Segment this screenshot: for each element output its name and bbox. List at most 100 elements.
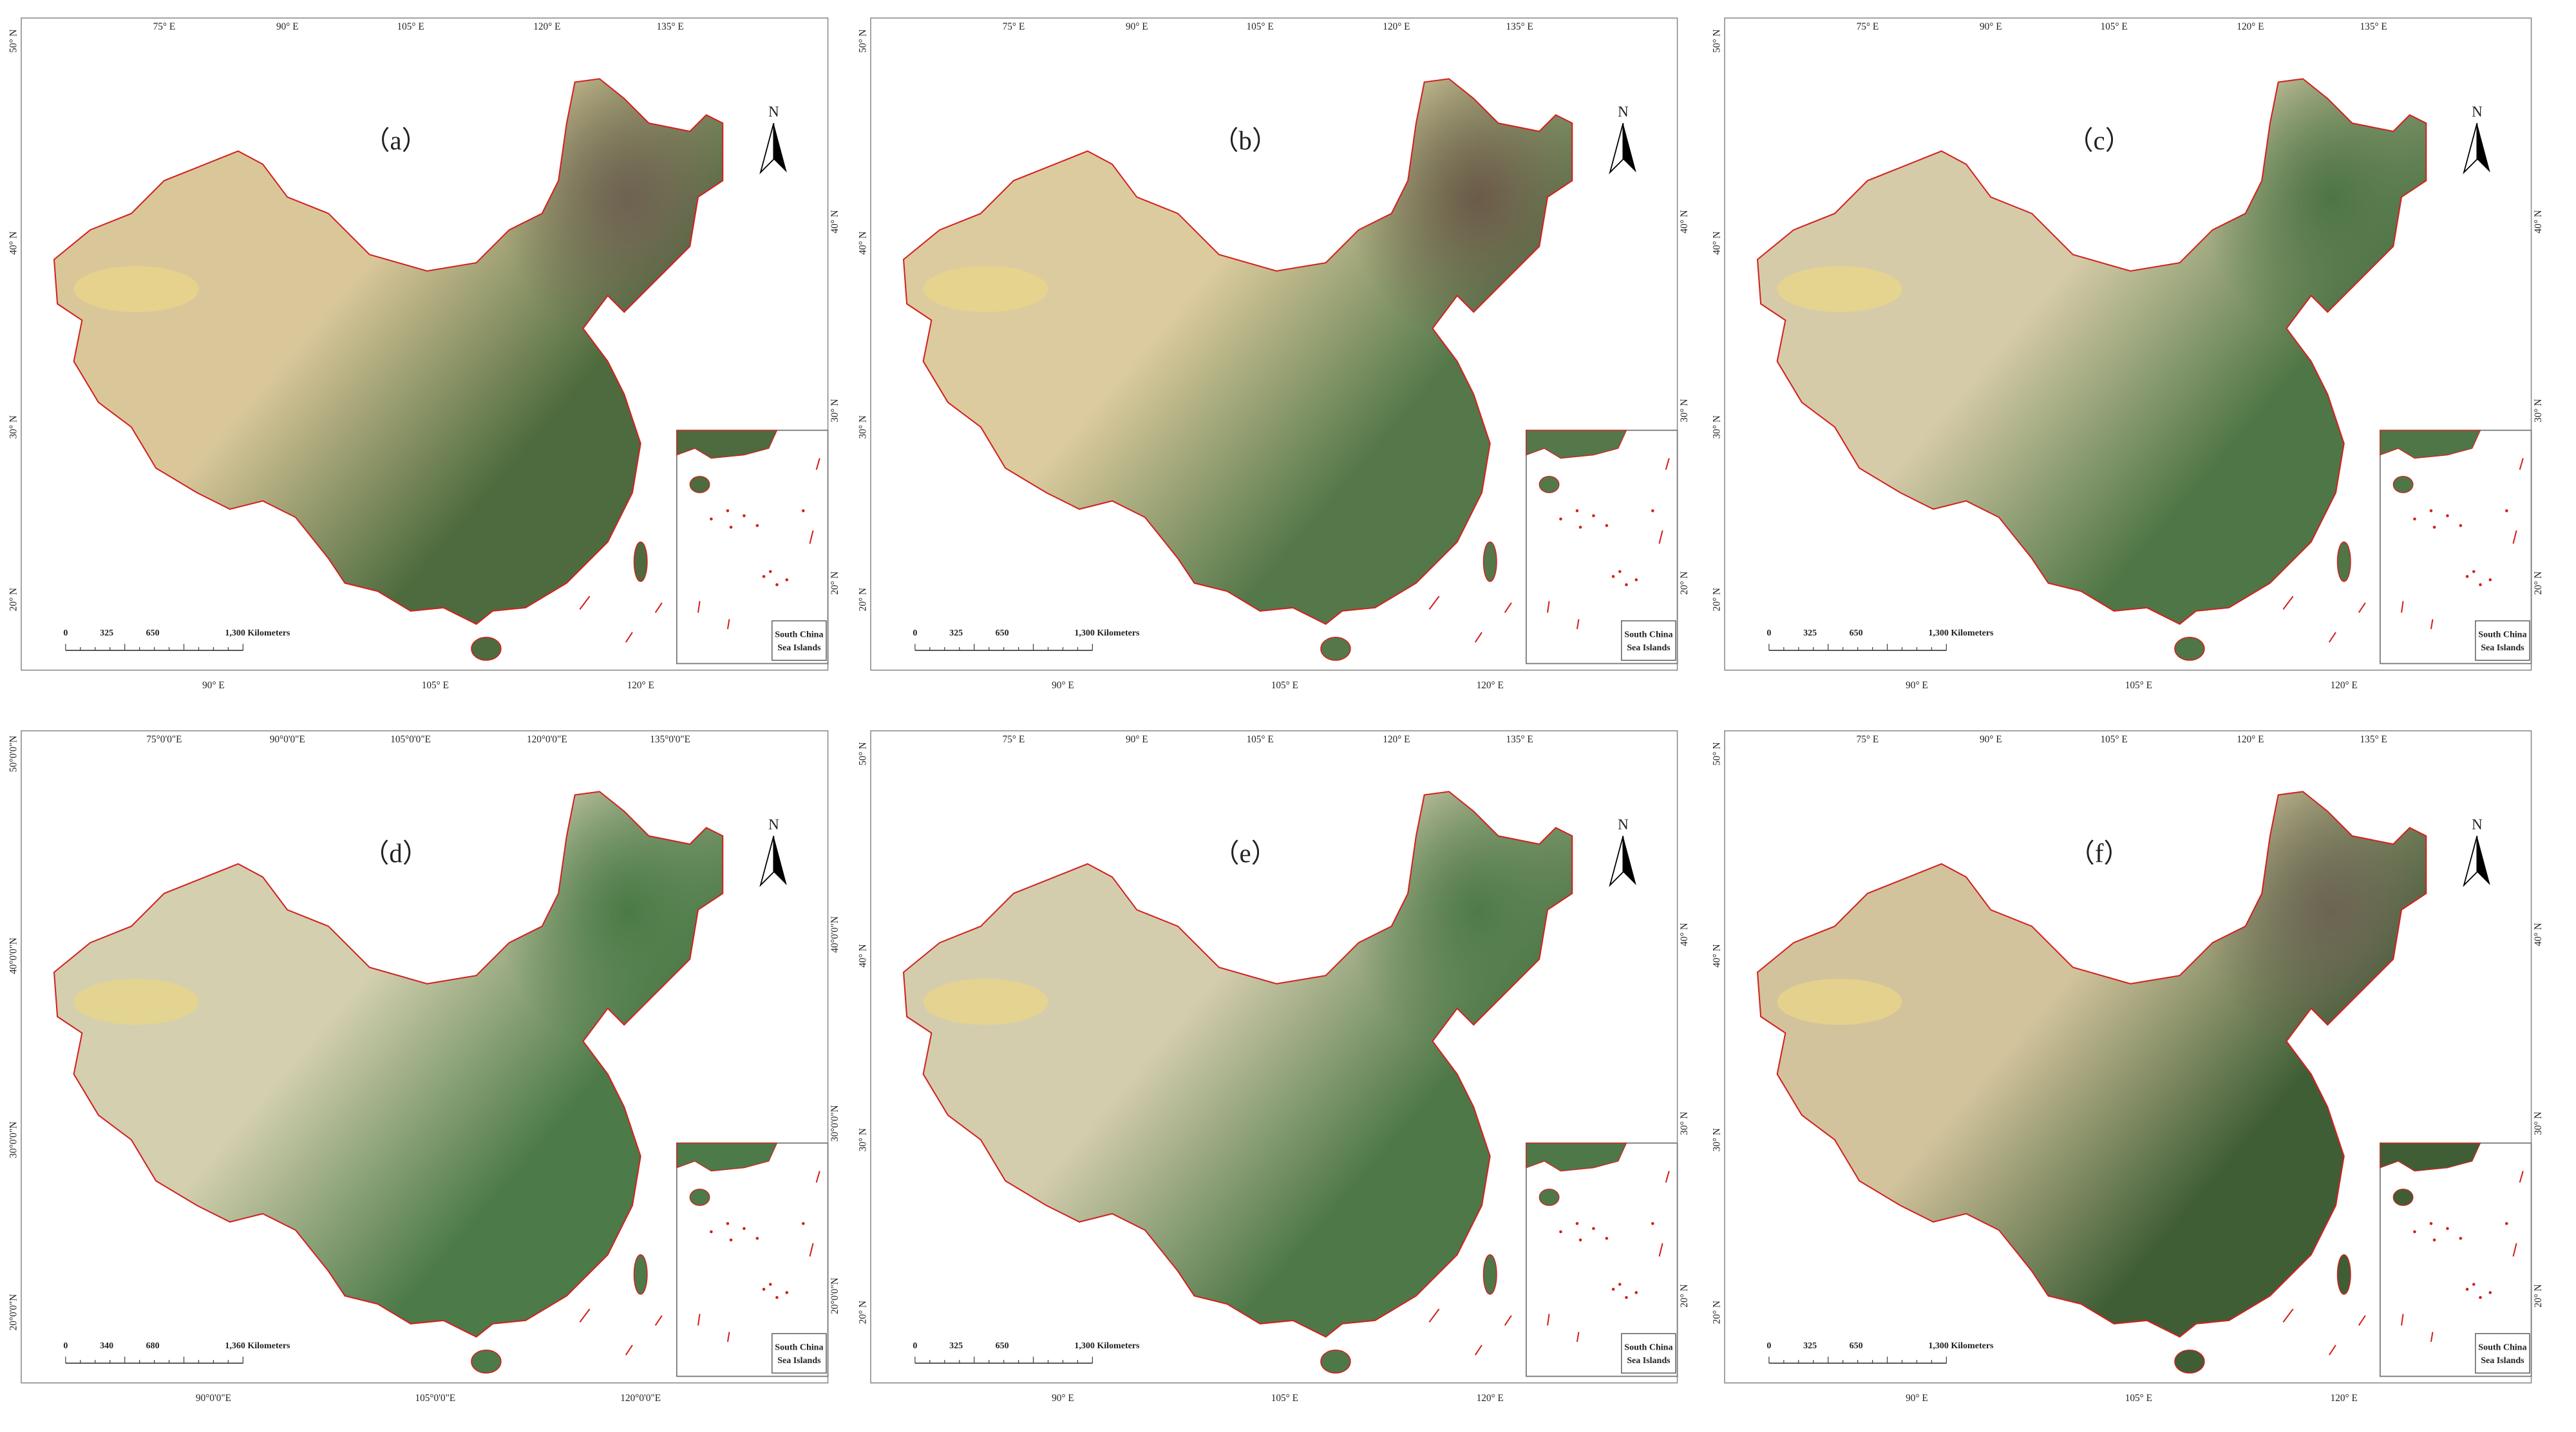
latitude-label: 50° N (8, 30, 19, 53)
longitude-label: 90°0'0"E (196, 1393, 231, 1404)
scale-bar-label: 0 (63, 628, 68, 638)
scale-bar-label: 0 (913, 1341, 917, 1351)
inset-island (2479, 583, 2482, 587)
inset-island (2505, 509, 2508, 513)
inset-label-box (772, 1333, 827, 1374)
latitude-label: 20° N (1711, 1301, 1722, 1324)
china-border (53, 791, 724, 1338)
north-arrow (759, 123, 775, 174)
north-arrow (2477, 836, 2490, 885)
inset-dash (2519, 1171, 2524, 1183)
taklimakan (1777, 266, 1902, 312)
inset-dash (809, 1243, 814, 1257)
north-label: N (1618, 104, 1629, 120)
north-arrow (1623, 836, 1636, 885)
latitude-label: 50° N (1711, 742, 1722, 766)
latitude-label: 40° N (829, 210, 840, 233)
north-label: N (768, 104, 779, 120)
inset-island (775, 583, 779, 587)
taiwan (2336, 1254, 2351, 1295)
latitude-label: 30° N (857, 1128, 868, 1151)
inset-island (2413, 1230, 2416, 1234)
inset-dash (697, 1314, 701, 1326)
inset-island (726, 509, 730, 513)
inset-dash (815, 458, 820, 470)
inset-hainan (689, 1189, 710, 1206)
inset-label: Sea Islands (2481, 1355, 2524, 1366)
longitude-label: 105°0'0"E (415, 1393, 455, 1404)
inset-island (1559, 517, 1562, 521)
longitude-label: 75° E (1003, 734, 1025, 745)
inset-dash (2401, 1314, 2404, 1326)
island-dash (2282, 596, 2294, 610)
island-dash (1504, 602, 1512, 614)
latitude-label: 20° N (8, 588, 19, 611)
inset-island (1592, 514, 1595, 518)
north-label: N (768, 816, 779, 833)
inset-dash (726, 1332, 730, 1342)
inset-island (1634, 1291, 1638, 1294)
scale-bar-label: 0 (1766, 1341, 1771, 1351)
inset-island (1625, 583, 1628, 587)
longitude-label: 120° E (2331, 680, 2358, 691)
scale-bar-label: 325 (1803, 628, 1817, 638)
latitude-label: 30° N (2533, 1112, 2544, 1135)
inset-island (1578, 525, 1582, 529)
inset-island (768, 1283, 772, 1286)
inset-island (2429, 1222, 2433, 1225)
inset-hainan (1539, 476, 1560, 493)
longitude-label: 75° E (1857, 21, 1879, 32)
inset-label: Sea Islands (1627, 643, 1671, 653)
latitude-label: 30° N (1679, 399, 1690, 422)
longitude-label: 105° E (2100, 734, 2127, 745)
longitude-label: 90°0'0"E (270, 734, 305, 745)
inset-land (676, 429, 778, 459)
inset-island (743, 514, 746, 518)
island-dash (625, 632, 633, 643)
inset-label: South China (2478, 630, 2526, 640)
inset-label: Sea Islands (1627, 1355, 1671, 1366)
inset-island (2479, 1295, 2482, 1299)
longitude-label: 120° E (2331, 1393, 2358, 1404)
inset-label: South China (775, 1342, 823, 1353)
north-arrow (2477, 123, 2490, 173)
north-arrow (2463, 123, 2478, 174)
scale-bar-label: 680 (146, 1341, 160, 1351)
north-label: N (2472, 816, 2483, 833)
scale-bar-label: 650 (146, 628, 160, 638)
longitude-label: 105° E (1246, 21, 1273, 32)
taiwan (1482, 1254, 1497, 1295)
latitude-label: 20°0'0"N (829, 1277, 840, 1314)
latitude-label: 30°0'0"N (8, 1122, 19, 1158)
inset-dash (2430, 619, 2434, 630)
inset-label: Sea Islands (2481, 643, 2524, 653)
inset-hainan (1539, 1189, 1560, 1206)
north-label: N (2472, 104, 2483, 120)
inset-island (2488, 1291, 2492, 1294)
inset-dash (2512, 1243, 2517, 1257)
inset-label-box (1621, 1333, 1676, 1374)
inset-label: South China (1624, 1342, 1672, 1353)
scale-bar-label: 1,300 Kilometers (225, 628, 290, 638)
scale-bar-label: 0 (913, 628, 917, 638)
taiwan (633, 542, 648, 582)
longitude-label: 105° E (397, 21, 424, 32)
hainan (2174, 636, 2205, 661)
island-dash (1504, 1315, 1512, 1326)
longitude-label: 75° E (1857, 734, 1879, 745)
scale-bar-label: 650 (1850, 1341, 1863, 1351)
inset-hainan (2392, 476, 2414, 493)
inset-island (2465, 1288, 2469, 1291)
inset-dash (2519, 458, 2524, 470)
inset-label: South China (1624, 630, 1672, 640)
inset-island (2432, 1238, 2436, 1242)
longitude-label: 135° E (1506, 734, 1533, 745)
scale-bar-label: 1,300 Kilometers (1928, 628, 1994, 638)
scale-bar-label: 1,300 Kilometers (1074, 1341, 1140, 1351)
north-arrow (1609, 123, 1624, 174)
inset-island (729, 525, 733, 529)
hainan (1320, 1349, 1351, 1374)
panel-label: （b） (1213, 126, 1278, 155)
inset-dash (2512, 530, 2517, 544)
